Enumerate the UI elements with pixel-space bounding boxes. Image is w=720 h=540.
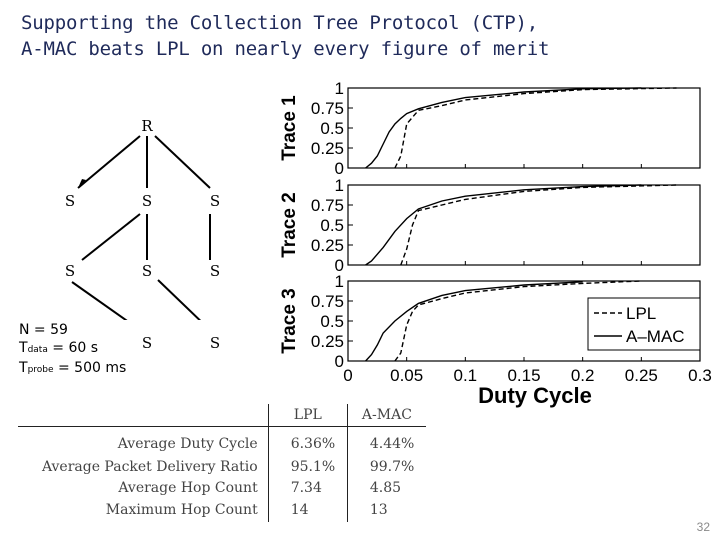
- tree-node: S: [210, 334, 220, 352]
- tree-root-node: R: [141, 117, 153, 135]
- y-tick-label: 0.75: [311, 99, 344, 118]
- x-tick-label: 0.15: [507, 366, 540, 385]
- param-n: N = 59: [19, 322, 68, 338]
- param-tprobe: Tprobe = 500 ms: [19, 360, 127, 376]
- cdf-panel-frame: [347, 87, 701, 169]
- panel-title: Trace 1: [279, 95, 300, 161]
- table-cell: 13: [346, 499, 426, 522]
- tree-edge: [157, 279, 202, 320]
- table-header: LPL: [267, 404, 348, 427]
- tree-node: S: [142, 262, 152, 280]
- tree-arrowhead: [78, 179, 86, 188]
- y-tick-label: 1: [335, 79, 344, 98]
- y-tick-label: 0.75: [311, 292, 344, 311]
- table-header: [18, 404, 269, 427]
- table-cell-metric: Maximum Hop Count: [105, 502, 258, 519]
- param-tdata: Tdata = 60 s: [19, 340, 99, 356]
- series-line-lpl: [400, 184, 677, 266]
- figure-of-merit-table: LPL A-MAC Average Duty Cycle 6.36% 4.44%…: [18, 404, 426, 522]
- y-tick-label: 0.75: [311, 196, 344, 215]
- y-tick-label: 0.5: [320, 312, 344, 331]
- panel-title: Trace 3: [279, 288, 300, 354]
- tree-edge: [154, 135, 211, 189]
- tree-node: S: [210, 262, 220, 280]
- y-tick-label: 0: [335, 256, 344, 275]
- x-tick-label: 0.25: [625, 366, 658, 385]
- title-line-1: Supporting the Collection Tree Protocol …: [21, 12, 538, 34]
- tree-edge: [81, 213, 141, 261]
- table-header-row: LPL A-MAC: [18, 404, 426, 427]
- table-cell: 4.44%: [346, 426, 426, 457]
- table-cell-metric: Average Duty Cycle: [117, 436, 258, 452]
- series-line-amac: [365, 87, 642, 169]
- tree-node: S: [142, 192, 152, 210]
- table-cell: 99.7%: [346, 456, 426, 478]
- table-row: Average Packet Delivery Ratio 95.1% 99.7…: [18, 456, 426, 478]
- figure-of-merit-table-wrap: LPL A-MAC Average Duty Cycle 6.36% 4.44%…: [18, 404, 426, 522]
- table-row: Maximum Hop Count 14 13: [18, 499, 426, 522]
- legend-box: [587, 297, 701, 351]
- legend-label-amac: A–MAC: [626, 327, 685, 346]
- tree-node: S: [210, 192, 220, 210]
- table-cell: 14: [267, 499, 348, 522]
- title-line-2: A-MAC beats LPL on nearly every figure o…: [21, 38, 550, 60]
- y-tick-label: 0: [335, 159, 344, 178]
- table-cell: 7.34: [267, 478, 348, 500]
- simulation-parameters: N = 59 Tdata = 60 s Tprobe = 500 ms: [19, 321, 126, 379]
- table-header: A-MAC: [346, 404, 426, 427]
- tree-node: S: [142, 334, 152, 352]
- collection-tree-diagram: R S S S S S S: [65, 117, 220, 320]
- y-tick-label: 0.25: [311, 236, 344, 255]
- table-cell-metric: Average Packet Delivery Ratio: [41, 458, 258, 475]
- table-row: Average Hop Count 7.34 4.85: [18, 478, 426, 500]
- x-tick-label: 0.2: [571, 366, 595, 385]
- y-tick-label: 0.25: [311, 332, 344, 351]
- table-row: Average Duty Cycle 6.36% 4.44%: [18, 426, 426, 457]
- slide-title: Supporting the Collection Tree Protocol …: [21, 10, 641, 62]
- series-line-amac: [365, 281, 583, 362]
- table-cell: 4.85: [346, 478, 426, 500]
- tree-edge: [77, 135, 141, 189]
- y-tick-label: 0.25: [311, 139, 344, 158]
- x-tick-label: 0.05: [390, 366, 423, 385]
- panel-title: Trace 2: [279, 192, 300, 258]
- tree-edge: [71, 281, 128, 320]
- x-tick-label: 0.1: [454, 366, 478, 385]
- series-line-lpl: [394, 280, 642, 362]
- series-line-amac: [365, 184, 642, 266]
- legend-label-lpl: LPL: [626, 304, 656, 323]
- table-cell-metric: Average Hop Count: [118, 480, 258, 497]
- tree-node: S: [65, 262, 75, 280]
- series-line-lpl: [394, 87, 677, 169]
- y-tick-label: 1: [335, 272, 344, 291]
- x-tick-label: 0: [343, 366, 352, 385]
- y-tick-label: 0: [335, 352, 344, 371]
- x-axis-label: Duty Cycle: [478, 383, 592, 408]
- tree-node: S: [65, 192, 75, 210]
- y-tick-label: 1: [335, 176, 344, 195]
- table-cell: 6.36%: [267, 426, 348, 457]
- y-tick-label: 0.5: [320, 216, 344, 235]
- y-tick-label: 0.5: [320, 119, 344, 138]
- page-number: 32: [696, 520, 710, 534]
- x-tick-label: 0.3: [688, 366, 712, 385]
- tree-lower-level: S S: [142, 334, 220, 352]
- table-cell: 95.1%: [267, 456, 348, 478]
